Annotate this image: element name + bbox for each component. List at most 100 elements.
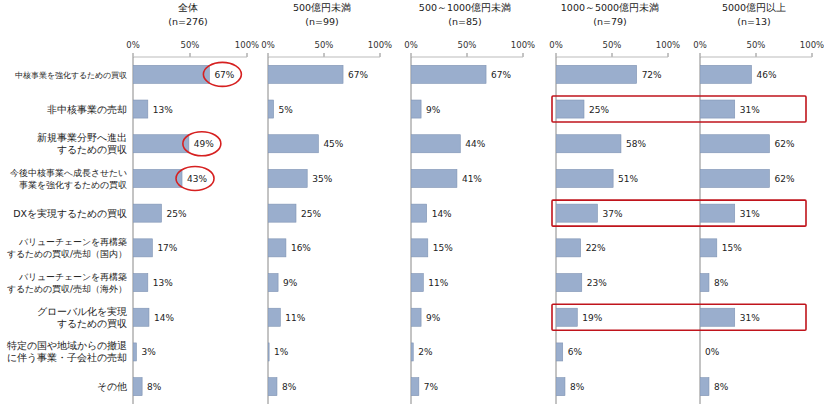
tick-mark bbox=[756, 53, 757, 57]
panel: 全体(n=276)0%50%100%67%13%49%43%25%17%13%1… bbox=[7, 2, 259, 404]
category-label: 中核事業を強化するための買収 bbox=[15, 70, 127, 80]
bar bbox=[556, 65, 637, 83]
bar bbox=[268, 378, 277, 396]
data-label: 0% bbox=[705, 347, 720, 357]
category-label-line: 事業を強化するための買収 bbox=[19, 180, 127, 190]
panel-subtitle: (n=85) bbox=[448, 16, 481, 27]
data-label: 25% bbox=[589, 105, 609, 115]
data-label: 9% bbox=[283, 278, 298, 288]
bars bbox=[268, 65, 343, 395]
bar bbox=[411, 204, 427, 222]
bar bbox=[556, 169, 613, 187]
bar bbox=[556, 204, 597, 222]
panel-title: 5000億円以上 bbox=[722, 2, 786, 13]
bar bbox=[133, 274, 148, 292]
axis-line bbox=[411, 57, 523, 58]
bar bbox=[411, 169, 457, 187]
bar bbox=[411, 343, 413, 361]
tick-label: 100% bbox=[800, 40, 824, 50]
data-label: 11% bbox=[428, 278, 448, 288]
highlight-box bbox=[552, 96, 806, 122]
tick-mark bbox=[612, 53, 613, 57]
data-label: 58% bbox=[626, 139, 646, 149]
bar bbox=[556, 239, 581, 257]
bar bbox=[700, 343, 701, 361]
bars bbox=[411, 65, 486, 395]
tick-label: 0% bbox=[404, 40, 418, 50]
bar bbox=[411, 239, 428, 257]
bar bbox=[700, 378, 709, 396]
bar bbox=[268, 65, 343, 83]
data-label: 19% bbox=[582, 313, 602, 323]
panel-subtitle: (n=13) bbox=[737, 16, 770, 27]
data-label: 9% bbox=[426, 105, 441, 115]
tick-mark bbox=[700, 53, 701, 57]
data-label: 31% bbox=[740, 105, 760, 115]
data-label: 16% bbox=[291, 243, 311, 253]
data-label: 6% bbox=[568, 347, 583, 357]
data-label: 23% bbox=[587, 278, 607, 288]
tick-mark bbox=[812, 53, 813, 57]
bar bbox=[411, 100, 421, 118]
category-label-line: 新規事業分野へ進出 bbox=[37, 132, 127, 143]
data-label: 22% bbox=[586, 243, 606, 253]
tick-label: 50% bbox=[458, 40, 477, 50]
data-label: 5% bbox=[279, 105, 294, 115]
data-label: 46% bbox=[757, 70, 777, 80]
panel-title: 1000～5000億円未満 bbox=[561, 2, 659, 13]
highlight-ellipse bbox=[183, 132, 221, 156]
tick-label: 50% bbox=[315, 40, 334, 50]
tick-mark bbox=[668, 53, 669, 57]
data-label: 8% bbox=[282, 382, 297, 392]
tick-label: 0% bbox=[549, 40, 563, 50]
data-label: 67% bbox=[348, 70, 368, 80]
tick-label: 50% bbox=[603, 40, 622, 50]
category-label-line: DXを実現するための買収 bbox=[13, 208, 127, 219]
data-label: 13% bbox=[153, 105, 173, 115]
bar bbox=[268, 204, 296, 222]
tick-label: 100% bbox=[368, 40, 392, 50]
tick-label: 50% bbox=[747, 40, 766, 50]
panel: 500～1000億円未満(n=85)0%50%100%67%9%44%41%14… bbox=[404, 2, 535, 404]
highlight-ellipse bbox=[176, 166, 214, 190]
data-label: 67% bbox=[491, 70, 511, 80]
axis-line bbox=[268, 57, 380, 58]
data-label: 67% bbox=[214, 70, 234, 80]
panel-title: 500億円未満 bbox=[293, 2, 351, 13]
data-label: 72% bbox=[642, 70, 662, 80]
data-label: 15% bbox=[722, 243, 742, 253]
category-label: その他 bbox=[97, 381, 127, 392]
panel-subtitle: (n=276) bbox=[168, 16, 208, 27]
category-label-line: するための買収 bbox=[57, 144, 127, 155]
category-label-line: するための買収 bbox=[57, 318, 127, 329]
tick-label: 0% bbox=[693, 40, 707, 50]
data-label: 25% bbox=[301, 209, 321, 219]
category-label: 特定の国や地域からの撤退に伴う事業・子会社の売却 bbox=[7, 340, 127, 363]
highlights bbox=[176, 62, 806, 330]
bar bbox=[700, 274, 709, 292]
panel-title: 500～1000億円未満 bbox=[419, 2, 511, 13]
bar bbox=[700, 65, 752, 83]
data-label: 2% bbox=[418, 347, 433, 357]
tick-mark bbox=[380, 53, 381, 57]
tick-mark bbox=[467, 53, 468, 57]
data-label: 37% bbox=[602, 209, 622, 219]
bar bbox=[268, 308, 280, 326]
data-label: 8% bbox=[147, 382, 162, 392]
data-label: 7% bbox=[424, 382, 439, 392]
data-label: 62% bbox=[774, 174, 794, 184]
axis-line bbox=[556, 57, 668, 58]
category-label: DXを実現するための買収 bbox=[13, 208, 127, 219]
data-label: 31% bbox=[740, 209, 760, 219]
category-label-line: バリューチェーンを再構築 bbox=[18, 272, 127, 282]
panel-title: 全体 bbox=[178, 2, 198, 13]
bar bbox=[556, 274, 582, 292]
bar bbox=[133, 308, 149, 326]
tick-mark bbox=[556, 53, 557, 57]
highlight-box bbox=[552, 200, 806, 226]
bar bbox=[133, 343, 136, 361]
bar bbox=[556, 378, 565, 396]
data-label: 13% bbox=[153, 278, 173, 288]
tick-mark bbox=[324, 53, 325, 57]
tick-mark bbox=[133, 53, 134, 57]
